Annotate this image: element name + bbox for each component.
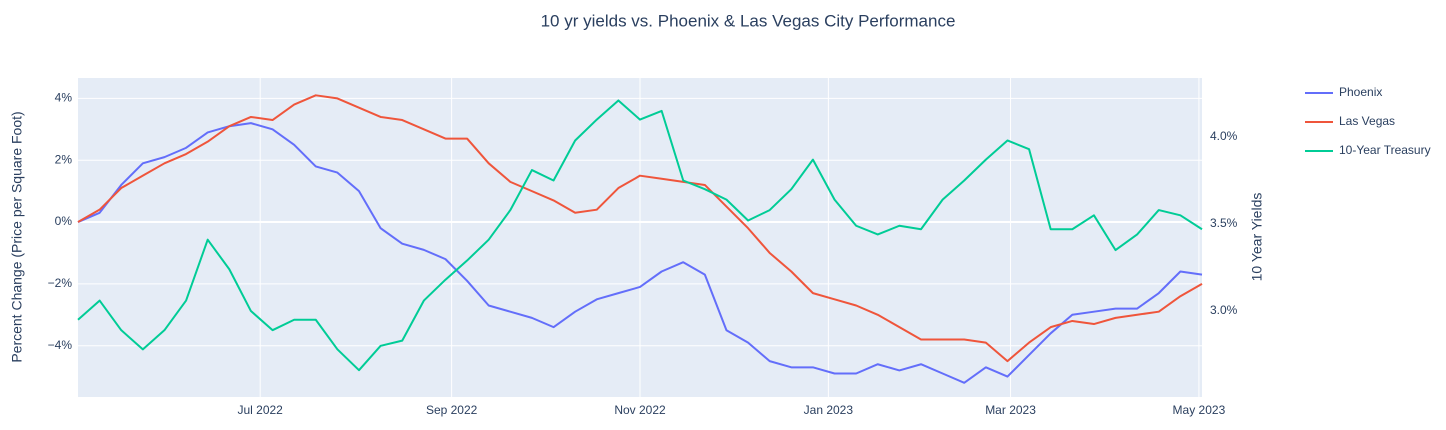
x-tick-label: Mar 2023 — [985, 403, 1036, 417]
y-axis-title: Percent Change (Price per Square Foot) — [9, 111, 25, 362]
y2-tick-label: 4.0% — [1210, 129, 1238, 143]
series-line — [77, 94, 1203, 363]
x-tick-label: Nov 2022 — [614, 403, 666, 417]
lines — [77, 94, 1203, 384]
chart-title: 10 yr yields vs. Phoenix & Las Vegas Cit… — [541, 11, 956, 30]
y-tick-label: −4% — [48, 338, 73, 352]
x-tick-label: Sep 2022 — [426, 403, 478, 417]
y2-axis-title: 10 Year Yields — [1249, 193, 1265, 282]
x-tick-label: Jan 2023 — [804, 403, 854, 417]
legend-label: Phoenix — [1339, 85, 1382, 99]
y2-tick-label: 3.5% — [1210, 216, 1238, 230]
y-tick-label: 2% — [55, 152, 73, 166]
series-line — [77, 122, 1203, 384]
x-tick-label: Jul 2022 — [237, 403, 283, 417]
x-tick-label: May 2023 — [1173, 403, 1226, 417]
y-tick-label: −2% — [48, 276, 73, 290]
grid — [78, 78, 1202, 397]
y2-tick-label: 3.0% — [1210, 303, 1238, 317]
legend-label: Las Vegas — [1339, 114, 1395, 128]
y-tick-label: 0% — [55, 214, 73, 228]
series-line — [77, 99, 1203, 372]
legend-label: 10-Year Treasury — [1339, 143, 1431, 157]
y-tick-label: 4% — [55, 91, 73, 105]
